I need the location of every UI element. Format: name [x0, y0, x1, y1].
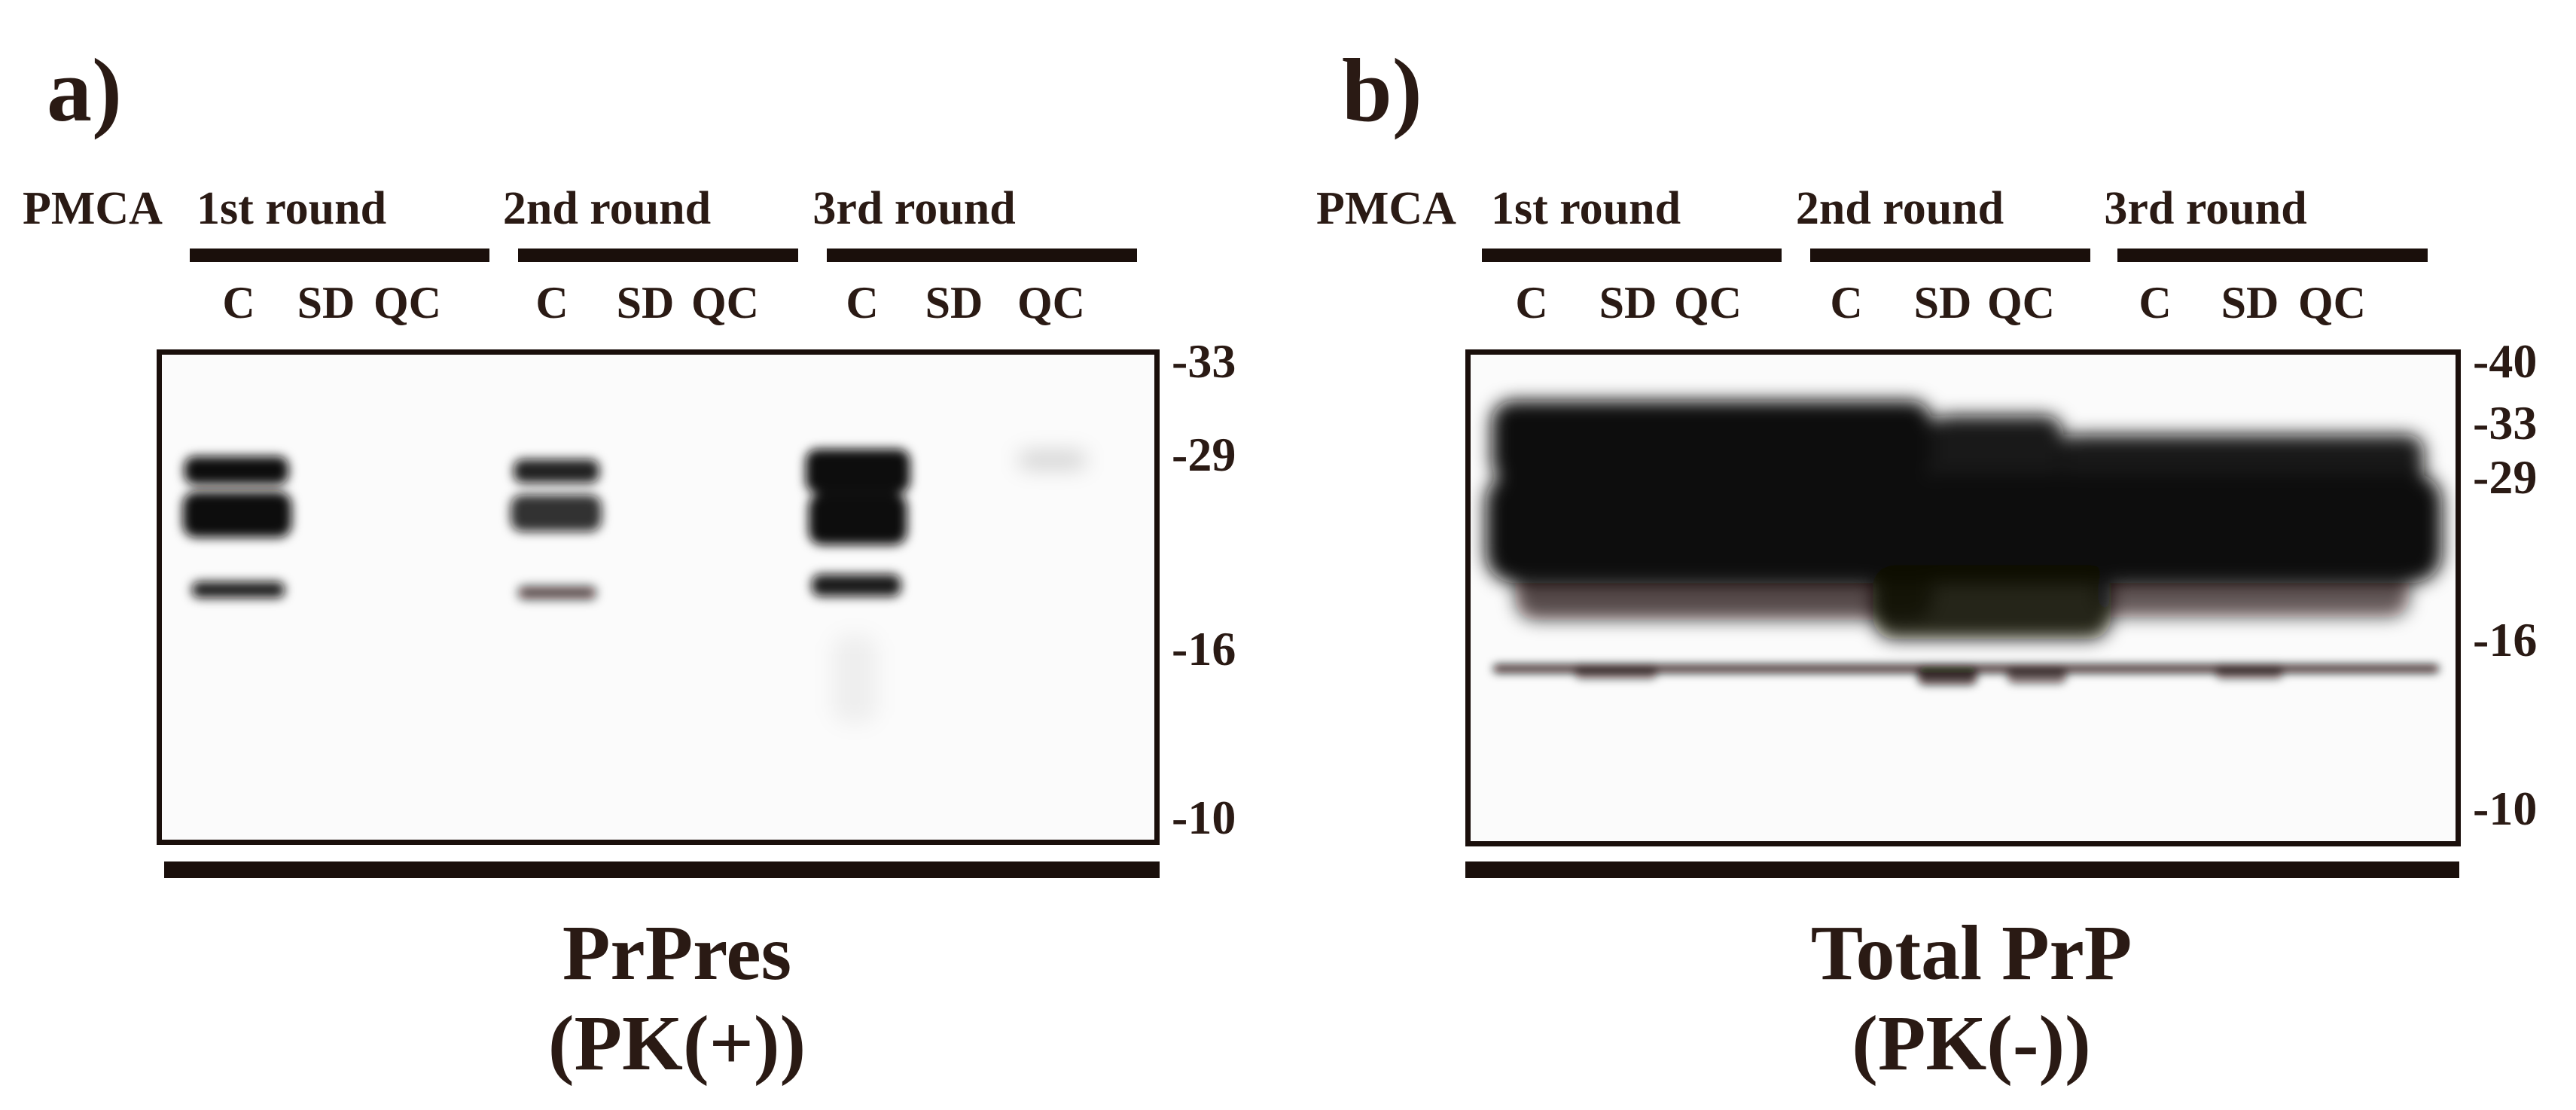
- panel-b-mw-marker-2: -33: [2473, 396, 2538, 450]
- panel-a-mw-marker-1: -33: [1172, 334, 1236, 388]
- panel-b-lane-9-label: QC: [2298, 278, 2366, 328]
- panel-b-round-2-bar: [1810, 249, 2090, 262]
- panel-b-mw-marker-4: -16: [2473, 613, 2538, 666]
- panel-b-round-1-bar: [1482, 249, 1782, 262]
- panel-b-mw-marker-5: -10: [2473, 782, 2538, 835]
- panel-a-round-2-label: 2nd round: [502, 183, 712, 234]
- panel-a-caption: PrPres (PK(+)): [338, 908, 1016, 1088]
- panel-b-round-1-label: 1st round: [1490, 183, 1681, 234]
- panel-b-pmca-label: PMCA: [1316, 183, 1456, 234]
- panel-a-caption-line-2: (PK(+)): [547, 999, 806, 1087]
- panel-b-underline-bar: [1465, 861, 2459, 878]
- panel-b-round-2-label: 2nd round: [1795, 183, 2004, 234]
- panel-a-mw-marker-4: -10: [1172, 791, 1236, 844]
- panel-b-mw-marker-3: -29: [2473, 450, 2538, 504]
- panel-b-caption: Total PrP (PK(-)): [1632, 908, 2310, 1088]
- panel-a-caption-line-1: PrPres: [562, 910, 792, 996]
- panel-a-round-1-label: 1st round: [196, 183, 387, 234]
- panel-a-round-3-label: 3rd round: [812, 183, 1016, 234]
- panel-a-lane-7-label: C: [846, 278, 879, 328]
- panel-b-round-3-bar: [2117, 249, 2428, 262]
- panel-b-lane-4-label: C: [1830, 278, 1863, 328]
- panel-b-lane-1-label: C: [1515, 278, 1548, 328]
- panel-a-lane-6-label: QC: [691, 278, 759, 328]
- panel-b-lane-2-label: SD: [1599, 278, 1657, 328]
- panel-a-lane-2-label: SD: [297, 278, 355, 328]
- panel-b-blot-image: [1465, 349, 2461, 846]
- panel-b-caption-line-1: Total PrP: [1810, 910, 2132, 996]
- panel-b-letter: b): [1342, 40, 1422, 140]
- panel-a-round-1-bar: [190, 249, 489, 262]
- panel-b-caption-line-2: (PK(-)): [1852, 999, 2091, 1087]
- panel-a-letter: a): [47, 40, 122, 140]
- panel-a-lane-8-label: SD: [925, 278, 983, 328]
- panel-a-round-2-bar: [518, 249, 798, 262]
- panel-a-lane-5-label: SD: [616, 278, 675, 328]
- panel-a-lane-9-label: QC: [1017, 278, 1085, 328]
- panel-a-lane-1-label: C: [222, 278, 255, 328]
- panel-b-lane-8-label: SD: [2221, 278, 2279, 328]
- panel-a-mw-marker-2: -29: [1172, 428, 1236, 481]
- panel-a-mw-marker-3: -16: [1172, 622, 1236, 675]
- panel-a-lane-3-label: QC: [373, 278, 441, 328]
- panel-b-lane-7-label: C: [2139, 278, 2172, 328]
- panel-a-underline-bar: [164, 861, 1160, 878]
- panel-a-blot-image: [157, 349, 1160, 845]
- panel-b-round-3-label: 3rd round: [2104, 183, 2307, 234]
- panel-a-pmca-label: PMCA: [23, 183, 163, 234]
- panel-a-lane-4-label: C: [535, 278, 569, 328]
- panel-b-mw-marker-1: -40: [2473, 334, 2538, 388]
- panel-b-lane-6-label: QC: [1987, 278, 2055, 328]
- panel-b-lane-3-label: QC: [1674, 278, 1742, 328]
- panel-b-lane-5-label: SD: [1913, 278, 1972, 328]
- panel-a-round-3-bar: [827, 249, 1137, 262]
